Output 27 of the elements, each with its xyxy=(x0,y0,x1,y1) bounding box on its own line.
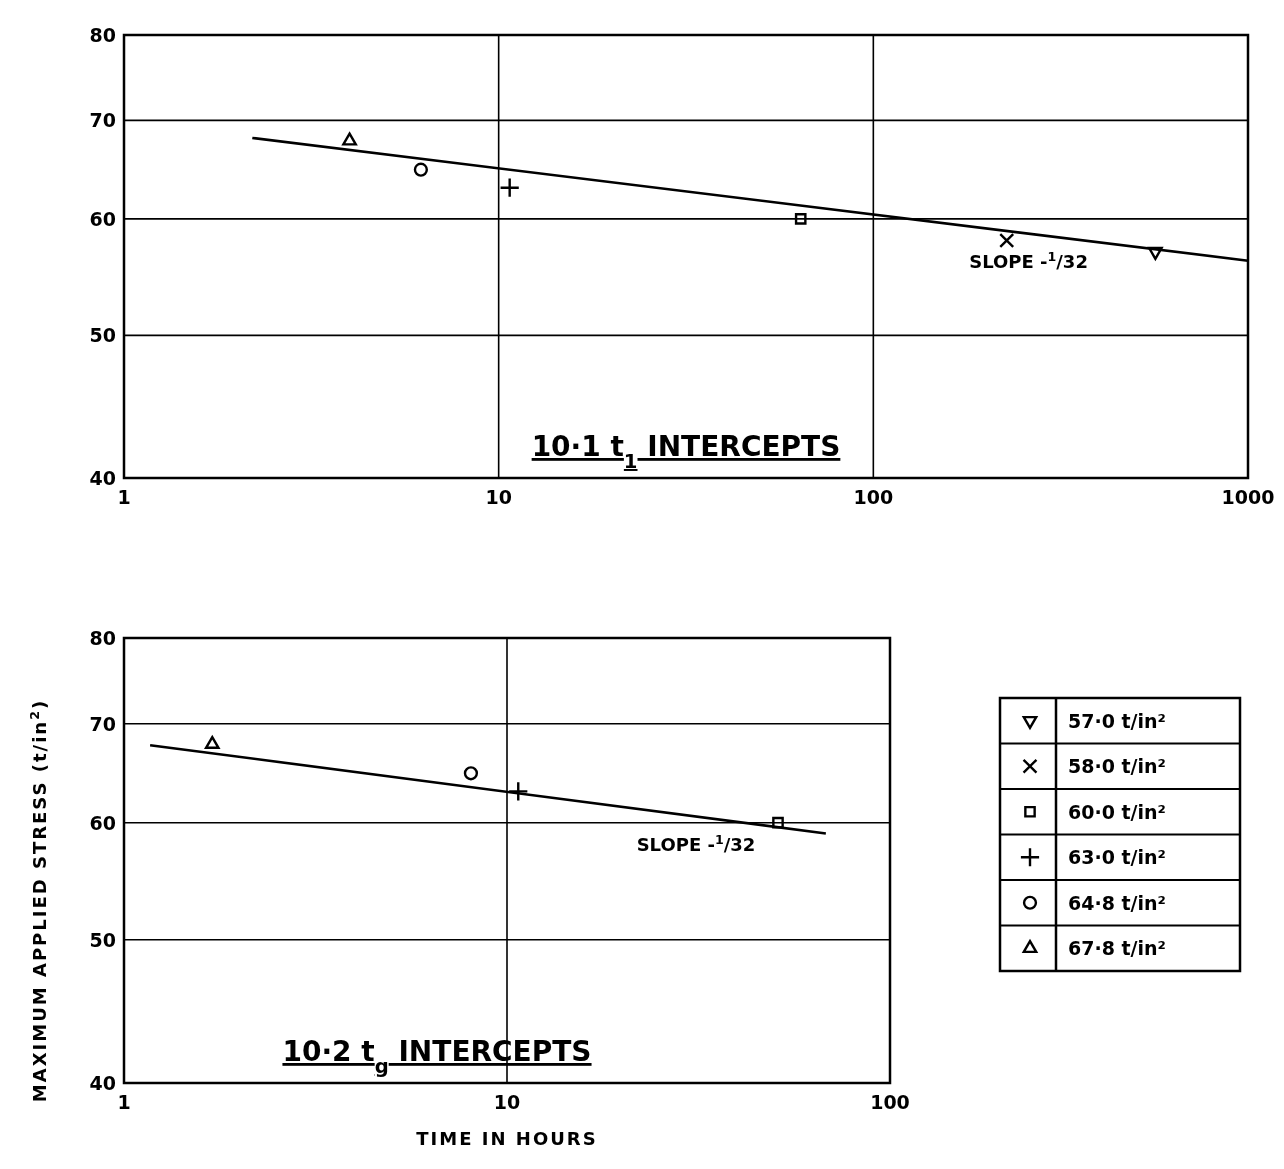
x-tick-label: 1 xyxy=(117,1091,131,1113)
y-tick-label: 80 xyxy=(89,24,116,46)
x-tick-label: 100 xyxy=(870,1091,910,1113)
legend-label: 63·0 t/in² xyxy=(1068,846,1166,869)
y-tick-label: 40 xyxy=(89,467,116,489)
legend-label: 57·0 t/in² xyxy=(1068,709,1166,732)
legend-label: 64·8 t/in² xyxy=(1068,891,1166,914)
y-tick-label: 60 xyxy=(89,207,116,230)
x-tick-label: 1000 xyxy=(1221,486,1275,508)
legend-label: 67·8 t/in² xyxy=(1068,937,1166,960)
x-axis-title: TIME IN HOURS xyxy=(416,1128,598,1149)
text: 10·1 t$_{1}$ INTERCEPTS xyxy=(531,430,841,473)
legend-label: 58·0 t/in² xyxy=(1068,755,1166,778)
y-tick-label: 60 xyxy=(89,811,116,834)
y-tick-label: 80 xyxy=(89,627,116,649)
x-tick-label: 10 xyxy=(485,486,512,508)
x-tick-label: 10 xyxy=(493,1091,521,1113)
y-tick-label: 70 xyxy=(89,712,116,735)
annotation: SLOPE -$^{1}$/32 xyxy=(636,831,756,855)
y-tick-label: 70 xyxy=(89,109,116,132)
x-tick-label: 1 xyxy=(117,486,131,508)
y-tick-label: 50 xyxy=(89,324,116,347)
annotation: SLOPE -$^{1}$/32 xyxy=(969,248,1088,273)
y-tick-label: 40 xyxy=(89,1072,116,1094)
y-tick-label: 50 xyxy=(89,928,116,951)
x-tick-label: 100 xyxy=(853,486,894,508)
legend-label: 60·0 t/in² xyxy=(1068,800,1166,823)
